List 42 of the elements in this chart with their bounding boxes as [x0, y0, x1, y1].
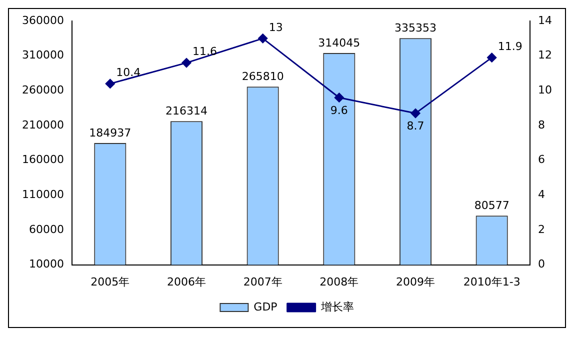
- data-label: 11.9: [498, 40, 522, 53]
- y-tick-label: 260000: [22, 84, 64, 97]
- data-label: 13: [268, 20, 283, 34]
- legend-label: 增长率: [320, 300, 354, 314]
- x-tick-label: 2008年: [320, 275, 359, 288]
- data-label: 11.6: [192, 45, 217, 58]
- x-tick-label: 2007年: [243, 275, 282, 288]
- data-label: 335353: [394, 22, 436, 35]
- y-tick-label: 110000: [22, 188, 64, 201]
- point: [105, 78, 115, 88]
- y2-tick-label: 12: [538, 48, 552, 62]
- y-tick-label: 10000: [28, 258, 64, 271]
- y-tick-label: 310000: [22, 48, 64, 62]
- y2-tick-label: 4: [538, 188, 546, 201]
- y-tick-label: 210000: [22, 118, 64, 132]
- data-label: 184937: [89, 126, 132, 140]
- y-tick-label: 60000: [28, 222, 64, 236]
- point: [410, 108, 420, 118]
- x-tick-label: 2005年: [90, 275, 130, 288]
- point: [487, 52, 497, 62]
- y-tick-label: 160000: [22, 153, 64, 166]
- point: [334, 92, 344, 102]
- y2-tick-label: 2: [538, 222, 546, 236]
- data-label: 9.6: [330, 104, 348, 117]
- x-tick-label: 2006年: [166, 275, 206, 288]
- y2-tick-label: 10: [538, 84, 552, 97]
- data-label: 314045: [318, 36, 360, 50]
- x-tick-label: 2010年1-3: [463, 275, 520, 288]
- y2-tick-label: 14: [538, 14, 552, 27]
- data-label: 80577: [474, 198, 510, 212]
- y2-tick-label: 6: [538, 153, 546, 166]
- data-label: 8.7: [406, 120, 424, 133]
- data-label: 216314: [165, 104, 208, 118]
- point: [258, 34, 268, 44]
- data-label: 265810: [242, 70, 284, 83]
- point: [182, 58, 192, 68]
- data-label: 10.4: [116, 66, 141, 80]
- y2-tick-label: 8: [538, 118, 546, 132]
- x-tick-label: 2009年: [396, 275, 435, 288]
- y-tick-label: 360000: [22, 14, 64, 27]
- y2-tick-label: 0: [538, 258, 546, 271]
- legend-label: GDP: [254, 300, 278, 314]
